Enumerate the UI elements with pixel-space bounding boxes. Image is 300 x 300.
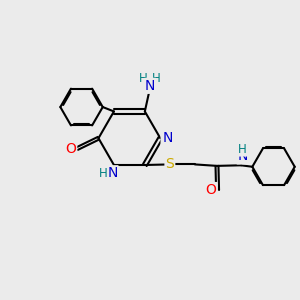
- Text: N: N: [107, 166, 118, 180]
- Text: H: H: [139, 72, 148, 85]
- Text: N: N: [237, 149, 248, 164]
- Text: S: S: [166, 157, 174, 171]
- Text: O: O: [206, 183, 217, 197]
- Text: H: H: [238, 142, 247, 156]
- Text: H: H: [152, 72, 161, 85]
- Text: N: N: [162, 131, 172, 145]
- Text: H: H: [99, 167, 108, 180]
- Text: N: N: [145, 79, 155, 93]
- Text: O: O: [65, 142, 76, 155]
- Text: N: N: [163, 131, 173, 145]
